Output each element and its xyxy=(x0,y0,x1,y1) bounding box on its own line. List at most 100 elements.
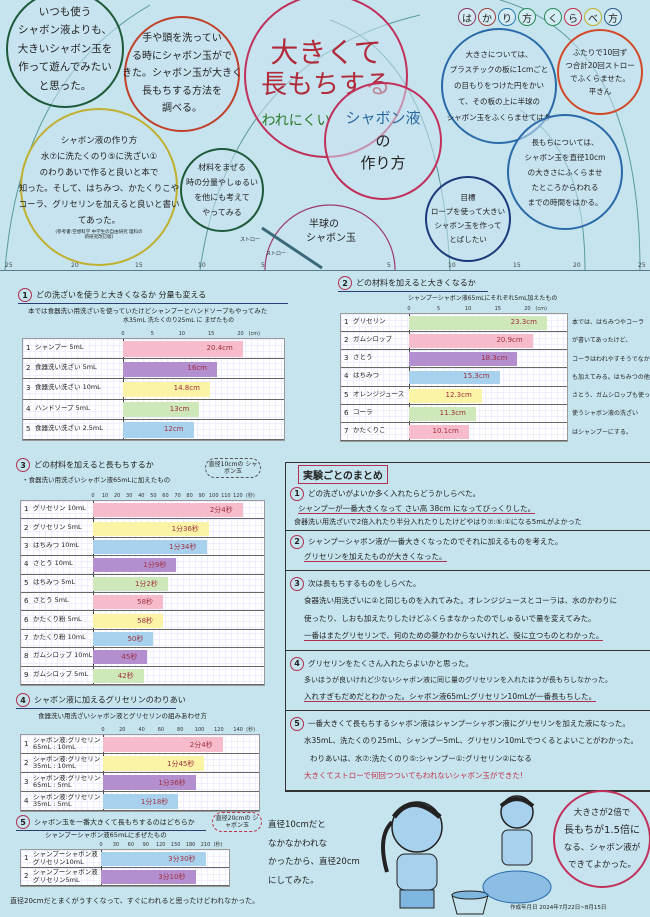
title-sub-1: シャボン液 xyxy=(345,109,421,128)
bar xyxy=(123,422,194,438)
table-row: 7 かたくり粉 10mL 50秒 xyxy=(21,630,264,649)
bubble-text: 長もちについては、 xyxy=(531,137,599,147)
axis-tick-label: 100 xyxy=(208,493,219,499)
row-number: 8 xyxy=(24,652,29,661)
bubble-text: シャボン液の作り方 xyxy=(60,135,138,146)
bar-value-label: 1分9秒 xyxy=(143,561,167,570)
bubble-text: 知った。そして、はちみつ、かたくりこや xyxy=(18,184,180,195)
axis-tick-label: 80 xyxy=(177,727,184,733)
note-line: コーラはわれやすそうでなかっ xyxy=(572,355,650,363)
section-1-title: 1 どの洗ざいを使うと大きくなるか 分量も変える xyxy=(18,288,288,304)
table-row: 1 シャンプーシャボン液 グリセリン10mL 3分30秒 xyxy=(21,850,229,868)
title-sub-3: 作り方 xyxy=(360,154,406,173)
bubble-text: 作って遊んでみたい xyxy=(18,61,112,74)
axis-tick-label: 60 xyxy=(157,727,165,733)
axis-tick-label: 5 xyxy=(150,331,154,337)
heading-char: ら xyxy=(564,8,582,26)
axis-unit: (秒) xyxy=(245,493,255,499)
recipe-bubble: シャボン液の作り方 水⑦に洗たくのり⑤に洗ざい① のわりあいで作ると良いと本で … xyxy=(18,108,180,266)
bar-value-label: 2分4秒 xyxy=(189,740,213,749)
summary-line: わりあいは、水⑦:洗たくのり⑤:シャンプー①:グリセリン②になる xyxy=(310,753,532,763)
row-number: 5 xyxy=(24,578,29,587)
bubble-text: つ合計20回ストロー xyxy=(565,60,635,70)
bar xyxy=(103,794,179,809)
note-line: さとう、ガムシロップも使った。 xyxy=(572,392,650,400)
ruler-tick: 5 xyxy=(261,262,265,269)
table-row: 6 かたくり粉 5mL 58秒 xyxy=(21,611,264,630)
bubble-text: る時にシャボン玉がで xyxy=(132,50,232,62)
method-heading: は か り 方 く ら べ 方 xyxy=(458,8,624,26)
row-number: 3 xyxy=(24,541,29,550)
bubble-text: 手や頭を洗ってい xyxy=(142,33,222,45)
row-label: シャンプーシャボン液 グリセリン5mL xyxy=(33,868,98,884)
bar-value-label: 1分36秒 xyxy=(158,778,186,787)
bubble-text: 水⑦に洗たくのり⑤に洗ざい① xyxy=(40,151,158,162)
item-number: 2 xyxy=(290,535,304,549)
summary-item-5: 5 一番大きくて長もちするシャボン液はシャンプーシャボン液にグリセリンを加えた液に… xyxy=(286,711,650,791)
bubble-text: たところからわれる xyxy=(531,182,599,192)
summary-line: 多いほうが良いけれど少ないシャボン液に同じ量のグリセリンを入れたほうが長もちしな… xyxy=(304,676,612,685)
section-number: 1 xyxy=(18,288,32,302)
bar-value-label: 50秒 xyxy=(127,634,144,643)
measure-time-bubble: 長もちについては、 シャボン玉を直径10cm の大きさにふくらませ たところから… xyxy=(507,114,623,230)
row-label: グリセリン 10mL xyxy=(33,504,86,513)
note-line: が書いてあったけど、 xyxy=(572,337,632,345)
bar-value-label: 1分36秒 xyxy=(171,524,199,533)
axis-tick-label: 0 xyxy=(101,727,105,733)
summary-line: 水35mL、洗たくのり25mL、シャンプー5mL、グリセリン10mLでつくるとよ… xyxy=(304,736,638,746)
hemisphere-label: 半球の シャボン玉 xyxy=(292,218,356,246)
row-number: 4 xyxy=(26,404,31,413)
row-number: 4 xyxy=(24,560,29,569)
bubble-text: ふたりで10回ず xyxy=(572,47,628,57)
axis-tick-label: 20 xyxy=(113,493,121,499)
summary-line: 次は長もちするものをしらべた。 xyxy=(308,579,421,588)
heading-char: は xyxy=(458,8,476,26)
bar xyxy=(123,381,210,398)
bar xyxy=(93,576,168,591)
goal-bubble: 目標 ロープを使って大きい シャボン玉を作って とばしたい xyxy=(425,176,511,262)
ruler-tick: 15 xyxy=(135,262,143,269)
label-divider xyxy=(103,735,104,811)
axis-tick-label: 30 xyxy=(126,493,133,499)
row-label: ガムシロップ 5mL xyxy=(33,669,89,678)
row-number: 4 xyxy=(24,796,29,805)
table-row: 5 はちみつ 5mL 1分2秒 xyxy=(21,575,264,593)
row-number: 6 xyxy=(24,597,29,606)
axis-tick-label: 50 xyxy=(150,493,157,499)
measure-size-bubble: 大きさについては、 プラスチックの板に1cmごと の目もりをつけた円をかい て、… xyxy=(441,28,557,144)
bar-value-label: 14.8cm xyxy=(173,384,200,393)
ruler-tick: 25 xyxy=(638,262,646,269)
bar-value-label: 20.9cm xyxy=(496,336,523,345)
axis-tick-label: 90 xyxy=(142,842,149,848)
row-label: はちみつ 10mL xyxy=(33,540,80,549)
bar-value-label: 1分45秒 xyxy=(167,759,195,768)
heading-char: 方 xyxy=(518,8,536,26)
row-label: はちみつ xyxy=(353,371,379,380)
section-5-heading: シャボン玉を一番大きくて長もちするのはどちらか xyxy=(34,818,195,827)
axis-unit: (秒) xyxy=(213,842,223,848)
girl-figure xyxy=(381,801,443,909)
bubble-text: なる、シャボン液が xyxy=(563,843,641,854)
summary-item-3: 3 次は長もちするものをしらべた。 食器洗い用洗ざいに②と同じものを入れてみた。オ… xyxy=(286,571,650,651)
bar-value-label: 42秒 xyxy=(117,671,134,680)
row-label: 食器洗い洗ざい 5mL xyxy=(35,363,97,372)
bar-value-label: 12.3cm xyxy=(445,390,472,399)
section-3-title: 3 どの材料を加えると長もちするか xyxy=(16,458,154,473)
section-1-subtitle: 水35mL 洗たくのり25mL に まぜたもの xyxy=(123,317,235,324)
axis-tick-label: 20 xyxy=(524,306,531,312)
bar-value-label: 1分34秒 xyxy=(169,542,197,551)
table-row: 4 シャボン液:グリセリン 35mL : 5mL 1分18秒 xyxy=(21,792,259,811)
table-row: 8 ガムシロップ 10mL 45秒 xyxy=(21,648,264,667)
bar-value-label: 15.3cm xyxy=(463,372,490,381)
ruler-tick: 10 xyxy=(448,262,456,269)
axis-tick-label: 90 xyxy=(198,493,205,499)
section-2-subtitle: シャンプーシャボン液65mLにそれぞれ5mL加えたもの xyxy=(408,295,558,302)
summary-line: 大きくてストローで何回つついてもわれないシャボン玉ができた! xyxy=(304,770,523,780)
motivation-bubble: いつも使う シャボン液よりも、 大きいシャボン玉を 作って遊んでみたい と思った… xyxy=(6,0,124,108)
bar xyxy=(123,402,200,418)
row-number: 1 xyxy=(26,344,31,353)
bar xyxy=(409,425,469,439)
bar-value-label: 58秒 xyxy=(137,598,154,607)
row-number: 3 xyxy=(24,777,29,786)
row-number: 4 xyxy=(344,372,349,381)
